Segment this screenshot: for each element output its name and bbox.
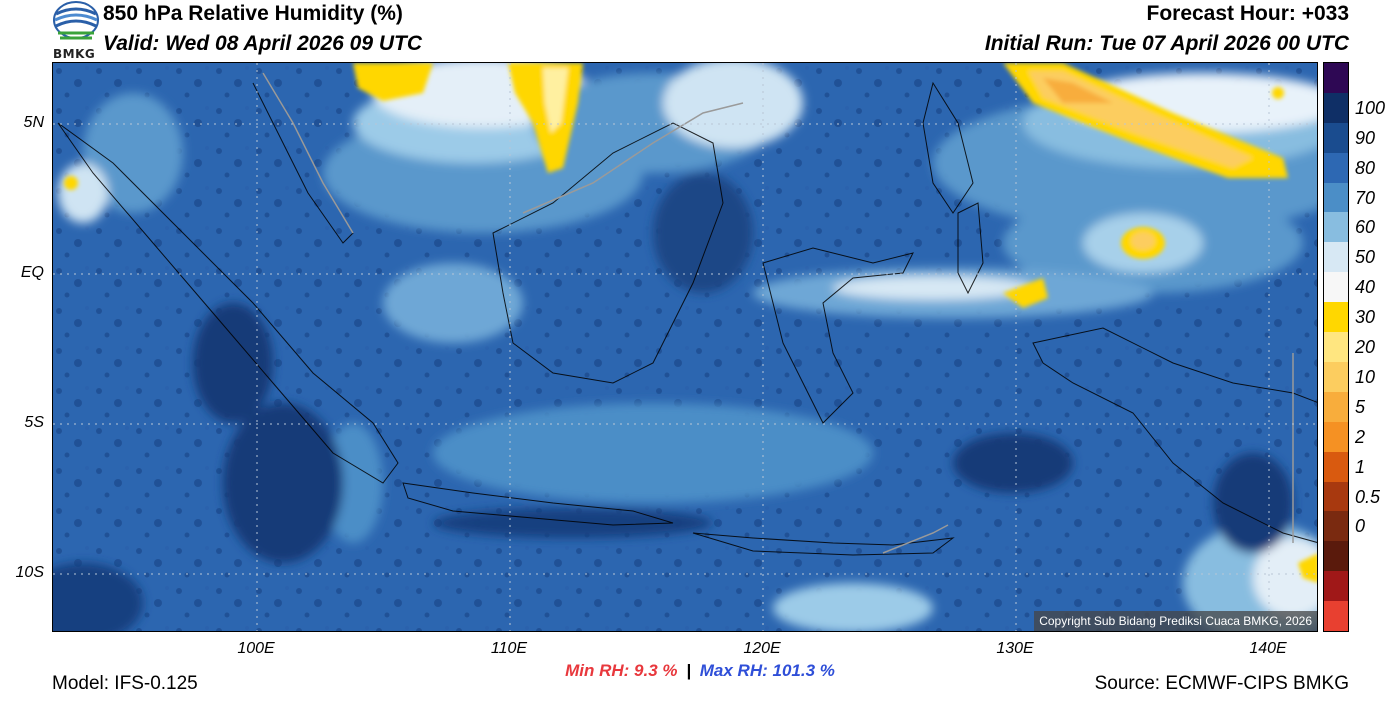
colorbar-label: 10 [1355, 366, 1376, 387]
copyright-notice: Copyright Sub Bidang Prediksi Cuaca BMKG… [1034, 611, 1317, 631]
colorbar [1323, 62, 1349, 632]
colorbar-block [1324, 541, 1348, 572]
lon-label-110e: 110E [490, 640, 528, 657]
colorbar-block [1324, 571, 1348, 602]
colorbar-block [1324, 92, 1348, 124]
min-rh-value: 9.3 % [634, 661, 678, 680]
max-rh-label: Max RH: [699, 661, 768, 680]
colorbar-label: 80 [1355, 157, 1376, 178]
colorbar-block [1324, 152, 1348, 184]
colorbar-block [1324, 511, 1348, 542]
colorbar-block [1324, 272, 1348, 303]
colorbar-block [1324, 451, 1348, 483]
colorbar-label: 30 [1355, 307, 1376, 328]
humidity-map: Copyright Sub Bidang Prediksi Cuaca BMKG… [52, 62, 1318, 632]
map-canvas [53, 63, 1317, 631]
model-name: Model: IFS-0.125 [52, 673, 198, 694]
colorbar-label: 60 [1355, 217, 1376, 238]
valid-time: Valid: Wed 08 April 2026 09 UTC [103, 32, 422, 55]
colorbar-block [1324, 63, 1348, 94]
stats-separator: | [686, 661, 692, 680]
initial-run: Initial Run: Tue 07 April 2026 00 UTC [984, 32, 1349, 55]
colorbar-label: 5 [1355, 396, 1366, 417]
min-rh-label: Min RH: [565, 661, 630, 680]
forecast-hour: Forecast Hour: +033 [1146, 2, 1350, 25]
colorbar-block [1324, 242, 1348, 273]
colorbar-label: 90 [1355, 127, 1376, 148]
colorbar-block [1324, 391, 1348, 423]
map-title: 850 hPa Relative Humidity (%) [103, 2, 403, 25]
lat-label-5n: 5N [23, 114, 44, 131]
colorbar-block [1324, 481, 1348, 512]
colorbar-label: 2 [1355, 426, 1366, 447]
lat-label-10s: 10S [15, 564, 44, 581]
logo-text: BMKG [53, 47, 96, 61]
colorbar-label: 1 [1355, 456, 1366, 477]
colorbar-block [1324, 122, 1348, 154]
lat-label-eq: EQ [20, 264, 44, 281]
colorbar-block [1324, 332, 1348, 363]
data-source: Source: ECMWF-CIPS BMKG [1094, 673, 1349, 694]
lon-label-100e: 100E [237, 640, 275, 657]
colorbar-label: 100 [1355, 97, 1386, 118]
lon-label-120e: 120E [743, 640, 781, 657]
colorbar-block [1324, 302, 1348, 333]
lon-label-130e: 130E [996, 640, 1034, 657]
bmkg-logo [53, 1, 99, 40]
colorbar-block [1324, 601, 1348, 632]
lon-label-140e: 140E [1249, 640, 1287, 657]
colorbar-block [1324, 212, 1348, 243]
max-rh-value: 101.3 % [772, 661, 835, 680]
colorbar-label: 70 [1355, 187, 1376, 208]
colorbar-label: 40 [1355, 277, 1376, 298]
colorbar-block [1324, 361, 1348, 393]
lat-label-5s: 5S [24, 414, 44, 431]
colorbar-label: 0.5 [1355, 486, 1381, 507]
colorbar-block [1324, 421, 1348, 453]
colorbar-block [1324, 182, 1348, 213]
rh-stats: Min RH: 9.3 % | Max RH: 101.3 % [0, 661, 1400, 681]
colorbar-label: 20 [1355, 337, 1376, 358]
colorbar-label: 0 [1355, 516, 1366, 537]
colorbar-label: 50 [1355, 247, 1376, 268]
